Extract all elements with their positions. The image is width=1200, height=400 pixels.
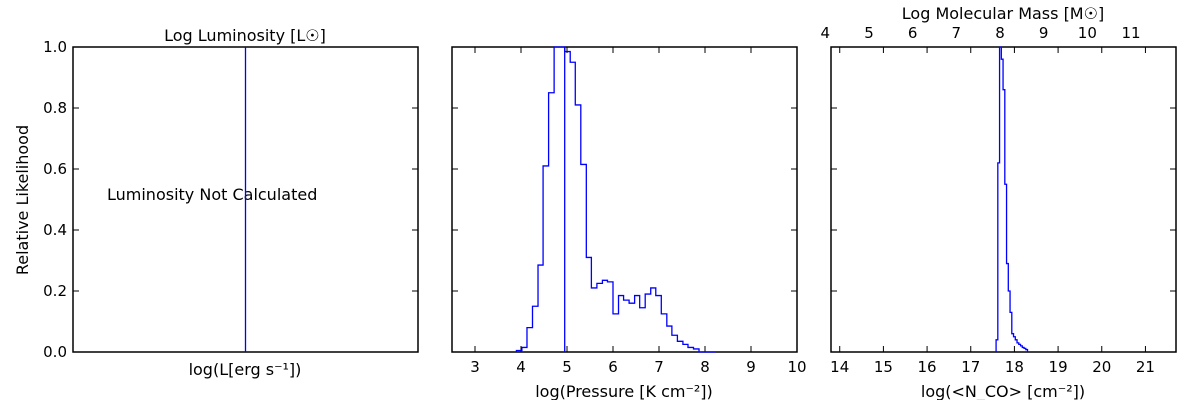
molecular-mass-top-tick-label: 10: [1078, 24, 1097, 42]
pressure-x-tick-label: 6: [608, 358, 618, 376]
pressure-x-tick-label: 8: [700, 358, 710, 376]
luminosity-x-axis-label: log(L[erg s⁻¹]): [189, 360, 302, 379]
column-density-x-tick-label: 18: [1005, 358, 1024, 376]
luminosity-panel: Log Luminosity [L☉] log(L[erg s⁻¹]) Rela…: [13, 26, 419, 379]
pressure-histogram-line: [515, 46, 716, 353]
molecular-mass-top-tick-label: 8: [995, 24, 1005, 42]
y-axis-label: Relative Likelihood: [13, 125, 32, 275]
pressure-plot-frame: [451, 46, 798, 353]
column-density-x-tick-label: 15: [874, 358, 893, 376]
column-density-x-tick-label: 21: [1136, 358, 1155, 376]
pressure-x-tick-label: 7: [654, 358, 664, 376]
pressure-x-tick-label: 9: [746, 358, 756, 376]
molecular-mass-top-axis-label: Log Molecular Mass [M☉]: [902, 4, 1104, 23]
pressure-panel: log(Pressure [K cm⁻²]) 3 4 5 6 7 8 9 10: [451, 46, 807, 400]
molecular-mass-top-tick-label: 4: [821, 24, 831, 42]
column-density-plot-frame: [830, 46, 1177, 353]
molecular-mass-top-tick-label: 5: [864, 24, 874, 42]
y-tick-label: 0.0: [43, 343, 67, 361]
molecular-mass-top-tick-label: 6: [908, 24, 918, 42]
column-density-x-tick-label: 19: [1049, 358, 1068, 376]
molecular-mass-top-tick-label: 7: [952, 24, 962, 42]
pressure-x-tick-label: 4: [516, 358, 526, 376]
column-density-panel: log(<N_CO> [cm⁻²]) Log Molecular Mass [M…: [821, 4, 1177, 400]
column-density-x-tick-label: 16: [918, 358, 937, 376]
column-density-x-axis-label: log(<N_CO> [cm⁻²]): [921, 382, 1085, 400]
molecular-mass-top-tick-label: 9: [1039, 24, 1049, 42]
column-density-x-tick-label: 14: [830, 358, 849, 376]
pressure-x-tick-label: 5: [562, 358, 572, 376]
molecular-mass-top-tick-label: 11: [1121, 24, 1140, 42]
y-tick-label: 0.4: [43, 221, 67, 239]
pressure-x-tick-label: 3: [470, 358, 480, 376]
column-density-x-tick-label: 17: [961, 358, 980, 376]
y-tick-label: 1.0: [43, 38, 67, 56]
y-tick-label: 0.2: [43, 282, 67, 300]
y-tick-label: 0.8: [43, 99, 67, 117]
luminosity-panel-title: Log Luminosity [L☉]: [164, 26, 326, 45]
pressure-x-axis-label: log(Pressure [K cm⁻²]): [535, 382, 713, 400]
y-tick-label: 0.6: [43, 160, 67, 178]
pressure-x-tick-label: 10: [787, 358, 806, 376]
luminosity-annotation: Luminosity Not Calculated: [107, 185, 317, 204]
column-density-x-tick-label: 20: [1092, 358, 1111, 376]
column-density-histogram-line: [995, 46, 1029, 352]
